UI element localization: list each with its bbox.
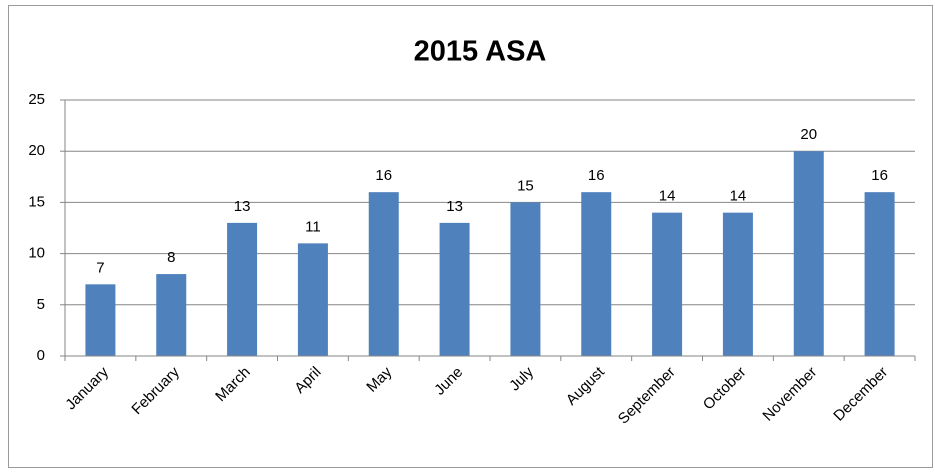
data-label: 20 [800,126,817,143]
data-label: 13 [234,198,251,215]
bar [368,192,399,356]
data-label: 14 [730,188,747,205]
data-label: 15 [517,177,534,194]
bar [439,222,470,356]
bar [652,212,683,356]
y-tick-label: 0 [37,347,45,364]
data-label: 11 [305,218,321,235]
bar [864,192,895,356]
bar [510,202,541,356]
bar [156,274,187,356]
data-label: 16 [375,167,392,184]
y-tick-label: 15 [28,193,45,210]
chart-title: 2015 ASA [414,36,547,68]
bar [581,192,612,356]
bar [297,243,328,356]
bar [722,212,753,356]
y-tick-label: 5 [37,296,45,313]
data-label: 14 [659,188,676,205]
y-tick-label: 20 [28,142,45,159]
data-label: 16 [588,167,605,184]
chart-border [8,5,933,468]
bar [227,222,258,356]
data-label: 13 [446,198,463,215]
data-label: 16 [871,167,888,184]
data-label: 7 [96,259,104,276]
bar [85,284,116,356]
bar [793,151,824,356]
y-tick-label: 10 [28,245,45,262]
y-tick-label: 25 [28,91,45,108]
data-label: 8 [167,249,175,266]
